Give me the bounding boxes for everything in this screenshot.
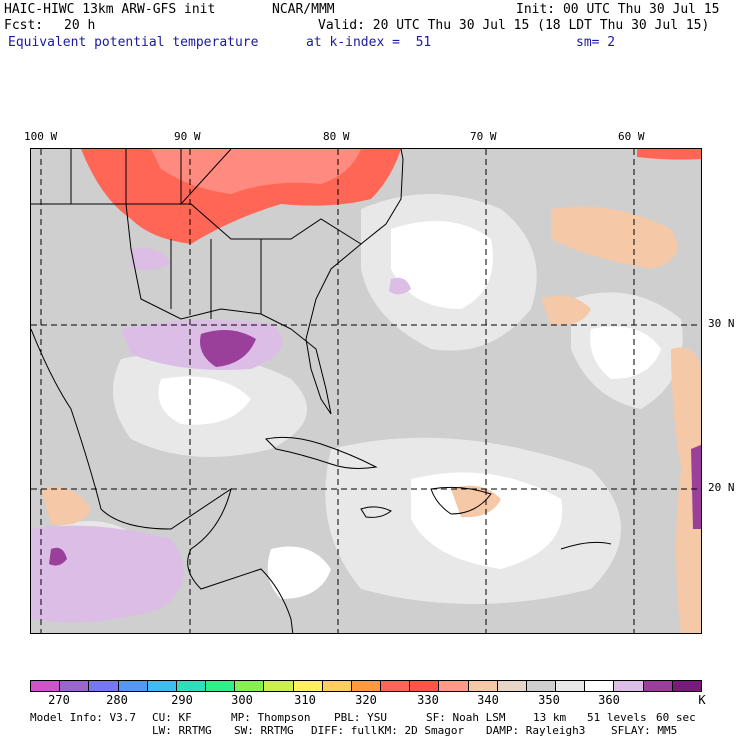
shortwave-scheme: SW: RRTMG <box>234 724 294 737</box>
colorbar-tick-290: 290 <box>171 693 193 707</box>
colorbar-swatch <box>89 681 119 691</box>
lon-label-100w: 100 W <box>24 130 58 143</box>
init-time: Init: 00 UTC Thu 30 Jul 15 <box>516 2 720 17</box>
map-canvas <box>31 149 701 633</box>
center-label: NCAR/MMM <box>272 2 335 17</box>
colorbar-swatch <box>60 681 90 691</box>
coastlines <box>31 149 612 633</box>
colorbar-tick-330: 330 <box>417 693 439 707</box>
model-info: Model Info: V3.7 <box>30 711 136 724</box>
colorbar-swatch <box>118 681 148 691</box>
vertical-levels: 51 levels <box>587 711 647 724</box>
equivalent-potential-temperature-map <box>30 148 702 634</box>
lon-label-60w: 60 W <box>618 130 645 143</box>
colorbar-swatch <box>614 681 644 691</box>
eddy-coefficient: KM: 2D Smagor <box>378 724 465 737</box>
colorbar-swatch <box>585 681 615 691</box>
lat-label-20n: 20 N <box>708 481 735 494</box>
colorbar-swatch <box>147 681 177 691</box>
level-index: at k-index = 51 <box>306 35 432 50</box>
warm-land-regions <box>81 149 701 244</box>
colorbar-tick-340: 340 <box>477 693 499 707</box>
white-regions <box>158 221 661 599</box>
forecast-hour: 20 h <box>64 18 96 33</box>
field-name: Equivalent potential temperature <box>8 35 259 50</box>
peach-regions <box>41 206 701 633</box>
surface-scheme: SF: Noah LSM <box>426 711 506 724</box>
colorbar-tick-270: 270 <box>48 693 70 707</box>
colorbar-swatch <box>381 681 411 691</box>
damping-option: DAMP: Rayleigh3 <box>486 724 586 737</box>
colorbar-swatch <box>526 681 557 691</box>
longwave-scheme: LW: RRTMG <box>152 724 212 737</box>
grid-spacing: 13 km <box>533 711 567 724</box>
colorbar-swatch <box>206 681 236 691</box>
colorbar-unit: K <box>698 693 706 707</box>
colorbar-swatch <box>235 681 265 691</box>
colorbar-swatch <box>468 681 498 691</box>
lon-label-70w: 70 W <box>470 130 497 143</box>
smoothing-value: sm= 2 <box>576 35 616 50</box>
colorbar-tick-300: 300 <box>231 693 253 707</box>
colorbar-swatch <box>439 681 469 691</box>
diffusion-option: DIFF: full <box>311 724 378 737</box>
colorbar-swatch <box>497 681 527 691</box>
colorbar-swatch <box>672 681 701 691</box>
colorbar-tick-320: 320 <box>355 693 377 707</box>
colorbar-swatch <box>31 681 61 691</box>
colorbar <box>30 680 702 692</box>
surface-layer: SFLAY: MM5 <box>611 724 678 737</box>
colorbar-swatch <box>556 681 586 691</box>
valid-time: Valid: 20 UTC Thu 30 Jul 15 (18 LDT Thu … <box>318 18 710 33</box>
colorbar-tick-350: 350 <box>538 693 560 707</box>
colorbar-swatch <box>293 681 323 691</box>
lon-label-90w: 90 W <box>174 130 201 143</box>
pbl-scheme: PBL: YSU <box>334 711 387 724</box>
colorbar-swatch <box>643 681 673 691</box>
colorbar-swatch <box>351 681 382 691</box>
purple-regions <box>49 330 701 566</box>
lat-label-30n: 30 N <box>708 317 735 330</box>
colorbar-tick-310: 310 <box>294 693 316 707</box>
colorbar-swatch <box>264 681 294 691</box>
lon-label-80w: 80 W <box>323 130 350 143</box>
colorbar-swatch <box>176 681 207 691</box>
colorbar-swatch <box>410 681 440 691</box>
colorbar-swatch <box>322 681 352 691</box>
model-title: HAIC-HIWC 13km ARW-GFS init <box>4 2 216 17</box>
colorbar-tick-360: 360 <box>598 693 620 707</box>
cumulus-scheme: CU: KF <box>152 711 192 724</box>
graticule <box>31 149 701 633</box>
forecast-label: Fcst: <box>4 18 44 33</box>
microphysics-scheme: MP: Thompson <box>231 711 311 724</box>
colorbar-tick-280: 280 <box>106 693 128 707</box>
time-step: 60 sec <box>656 711 696 724</box>
